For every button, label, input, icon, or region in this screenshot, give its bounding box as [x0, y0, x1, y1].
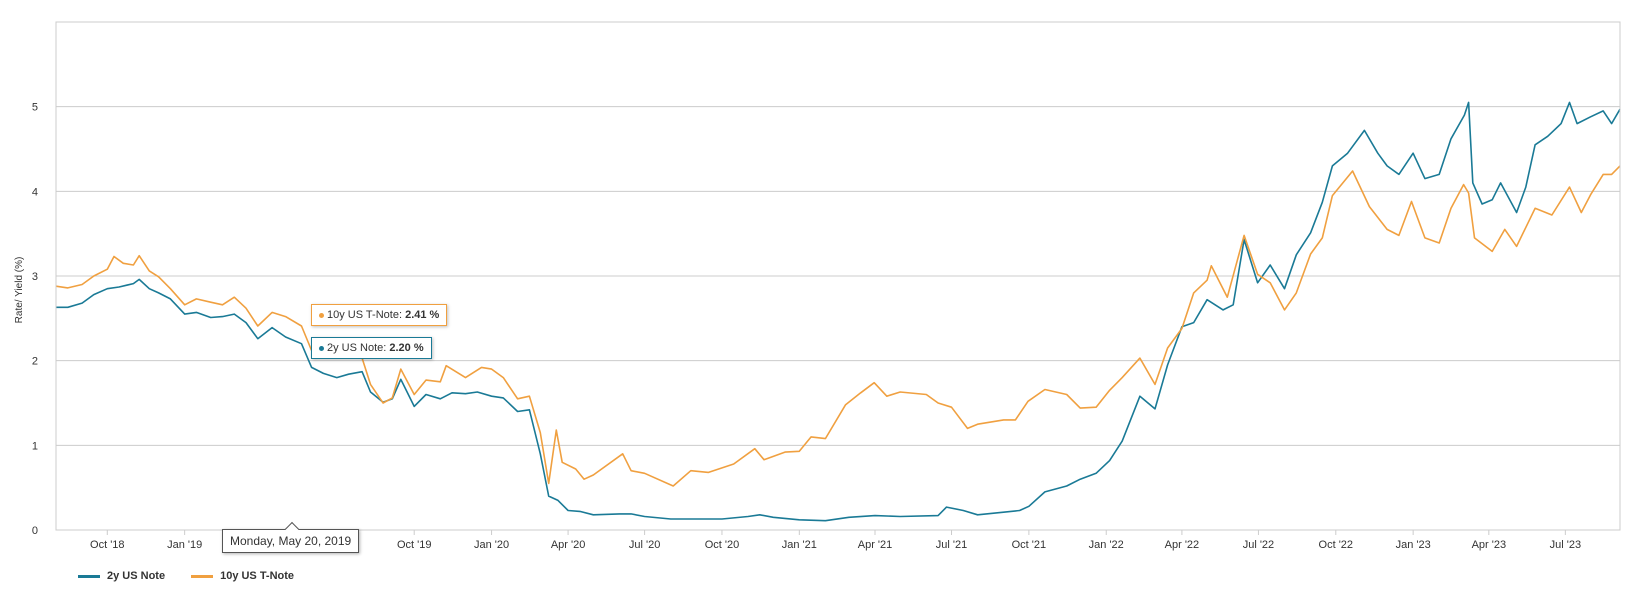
legend-label-2y: 2y US Note [107, 570, 166, 582]
legend-swatch-10y [191, 574, 214, 578]
y-tick-label: 1 [32, 440, 38, 452]
x-tick-label: Oct '20 [705, 539, 740, 551]
x-tick-label: Jul '20 [629, 539, 660, 551]
tooltip-10y-value: 2.41 % [405, 309, 440, 321]
legend-label-10y: 10y US T-Note [220, 570, 295, 582]
y-tick-label: 2 [32, 356, 38, 368]
x-tick-label: Jul '23 [1550, 539, 1581, 551]
legend-swatch-2y [78, 574, 100, 578]
x-tick-label: Jan '21 [782, 539, 817, 551]
x-tick-label: Apr '21 [858, 539, 893, 551]
tooltip-2y-value: 2.20 % [389, 342, 424, 354]
y-tick-label: 5 [32, 102, 38, 114]
x-tick-label: Apr '23 [1472, 539, 1507, 551]
x-tick-label: Jan '22 [1089, 539, 1124, 551]
x-tick-label: Apr '20 [551, 539, 586, 551]
x-tick-label: Apr '22 [1165, 539, 1200, 551]
tooltip-2y-dot [319, 345, 324, 351]
y-axis-title: Rate/ Yield (%) [14, 257, 25, 324]
x-tick-label: Jan '19 [167, 539, 202, 551]
x-tick-label: Oct '19 [397, 539, 432, 551]
x-tick-label: Jan '20 [474, 539, 509, 551]
x-tick-labels: Oct '18 Jan '19 Oct '19 Jan '20 Apr '20 Jul '… [90, 530, 1581, 551]
hover-date-label: Monday, May 20, 2019 [222, 529, 360, 553]
grid [56, 106, 1620, 531]
x-tick-label: Oct '21 [1012, 539, 1047, 551]
x-tick-label: Oct '22 [1319, 539, 1354, 551]
tooltip-2y-name: 2y US Note [327, 342, 384, 354]
y-tick-label: 0 [32, 525, 38, 537]
y-tick-labels: 0 1 2 3 4 5 [32, 102, 38, 537]
y-tick-label: 3 [32, 271, 38, 283]
x-tick-label: Jan '23 [1396, 539, 1431, 551]
series-line-10y[interactable] [55, 165, 1621, 487]
x-tick-label: Oct '18 [90, 539, 125, 551]
y-tick-label: 4 [32, 186, 38, 198]
legend-item-10y[interactable]: 10y US T-Note [191, 570, 294, 582]
tooltip-10y-name: 10y US T-Note [327, 309, 399, 321]
legend: 2y US Note 10y US T-Note [78, 570, 294, 582]
tooltip-10y-dot [319, 312, 324, 318]
series-line-2y[interactable] [56, 101, 1621, 522]
legend-item-2y[interactable]: 2y US Note [78, 570, 165, 582]
x-tick-label: Jul '21 [936, 539, 967, 551]
plot-frame [55, 21, 1621, 531]
tooltip-2y: 2y US Note: 2.20 % [311, 337, 432, 359]
x-tick-label: Jul '22 [1243, 539, 1274, 551]
series-lines [55, 101, 1621, 522]
tooltip-10y: 10y US T-Note: 2.41 % [311, 304, 448, 326]
